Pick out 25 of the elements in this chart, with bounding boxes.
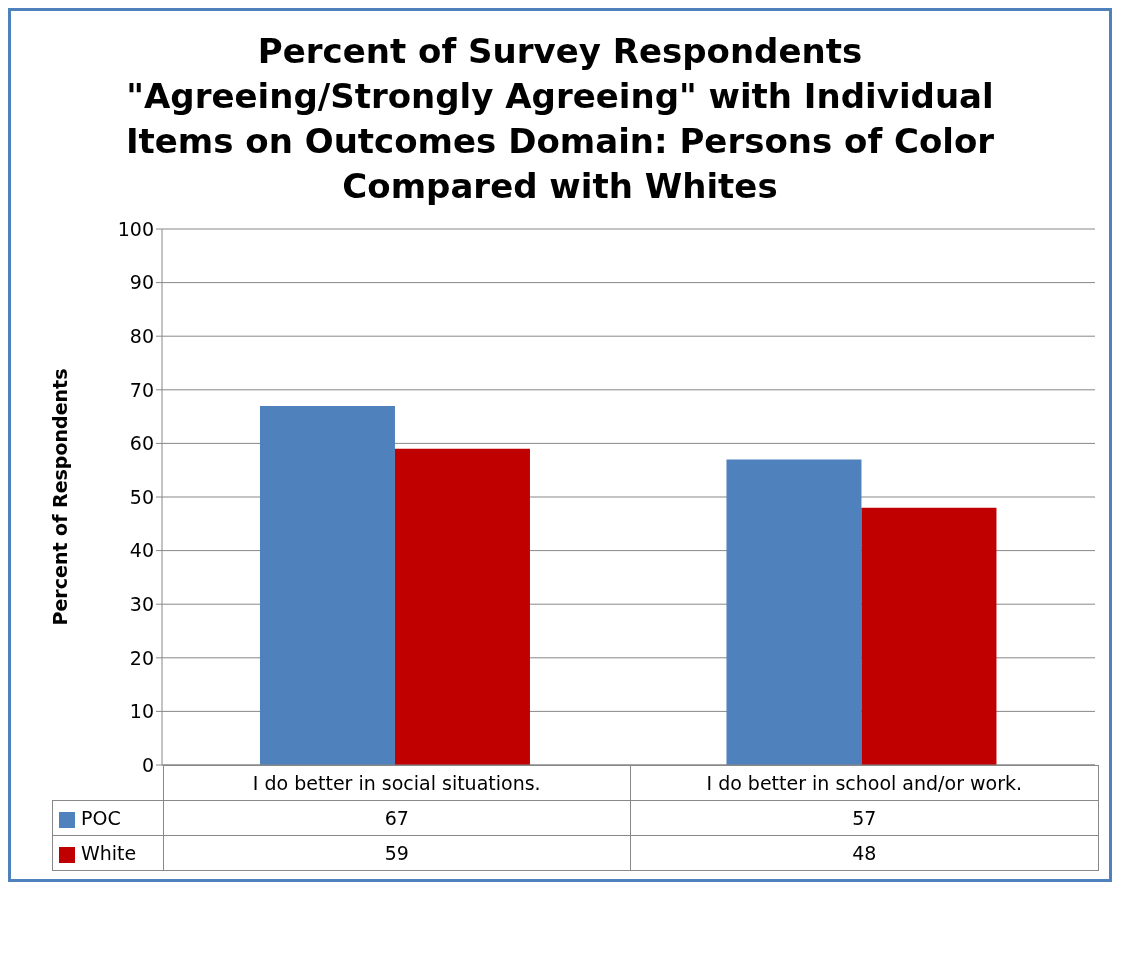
y-tick-label: 0 xyxy=(141,753,154,776)
y-tick-label: 30 xyxy=(129,592,154,615)
chart-title: Percent of Survey Respondents "Agreeing/Strongly Agreeing" with Individual Items on Outcomes Domain: Persons of Color Compared with Whites xyxy=(125,30,995,208)
legend-label: White xyxy=(52,835,163,871)
y-tick-label: 20 xyxy=(129,646,154,669)
data-label: 59 xyxy=(163,835,631,871)
data-label: 48 xyxy=(630,835,1098,871)
bar xyxy=(861,507,997,765)
y-tick-label: 80 xyxy=(129,324,154,347)
y-tick-label: 50 xyxy=(129,485,154,508)
y-tick-label: 70 xyxy=(129,378,154,401)
bar xyxy=(259,405,395,765)
x-tick-label: I do better in school and/or work. xyxy=(630,765,1098,801)
bar xyxy=(394,448,530,765)
y-axis-title: Percent of Respondents xyxy=(48,368,71,626)
data-label: 67 xyxy=(163,800,631,836)
data-label: 57 xyxy=(630,800,1098,836)
y-tick-label: 10 xyxy=(129,700,154,723)
legend-label: POC xyxy=(52,800,163,836)
x-tick-label: I do better in social situations. xyxy=(163,765,631,801)
y-tick-label: 40 xyxy=(129,539,154,562)
y-tick-label: 90 xyxy=(129,271,154,294)
bar xyxy=(726,459,862,765)
y-tick-label: 60 xyxy=(129,432,154,455)
y-tick-label: 100 xyxy=(117,217,154,240)
